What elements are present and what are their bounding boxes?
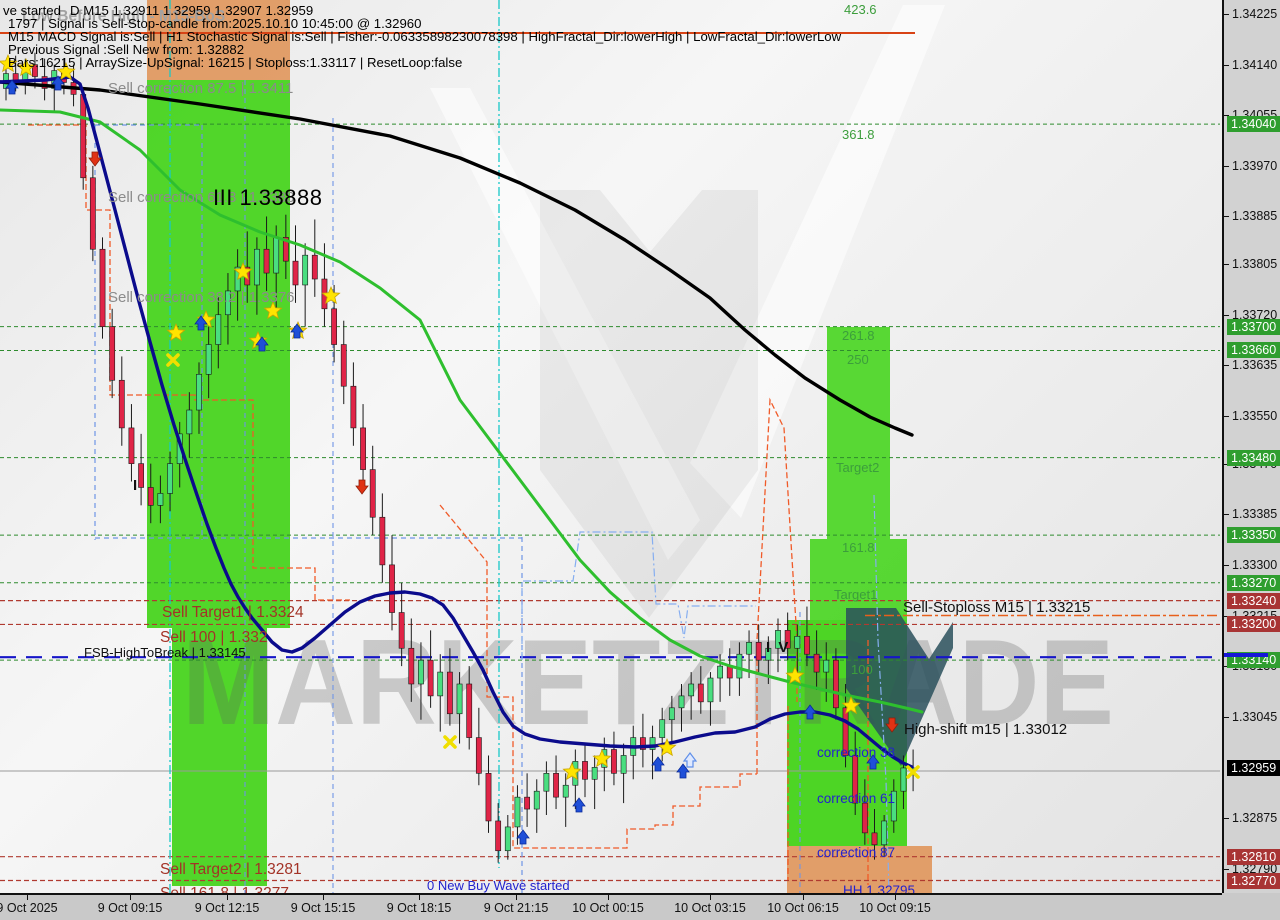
hh-price: HH 1.32795 bbox=[843, 884, 915, 893]
price-axis-label: 1.32875 bbox=[1232, 811, 1277, 825]
axis-corner bbox=[1222, 893, 1280, 920]
price-badge: 1.33240 bbox=[1227, 593, 1280, 609]
high-shift-m15: High-shift m15 | 1.33012 bbox=[904, 722, 1067, 739]
new-buy-wave: 0 New Buy Wave started bbox=[427, 879, 570, 893]
sell-target2: Sell Target2 | 1.3281 bbox=[160, 861, 302, 878]
price-axis-label: 1.33385 bbox=[1232, 507, 1277, 521]
price-axis-label: 1.33635 bbox=[1232, 358, 1277, 372]
roman-four: I V bbox=[766, 640, 790, 657]
roman-one: I bbox=[133, 478, 139, 495]
fsb-high-to-break: FSB-HighToBreak | 1.33145 bbox=[84, 646, 246, 660]
price-badge: 1.33700 bbox=[1227, 319, 1280, 335]
price-badge: 1.33660 bbox=[1227, 342, 1280, 358]
fsb-axis-marker bbox=[1224, 653, 1268, 657]
fib-4236: 423.6 bbox=[844, 3, 877, 17]
time-axis-label: 9 Oct 09:15 bbox=[98, 901, 163, 915]
up-arrow-icon bbox=[573, 798, 585, 812]
correction-61: correction 61 bbox=[817, 792, 895, 807]
fib-target2: Target2 bbox=[836, 461, 879, 475]
time-axis-label: 10 Oct 09:15 bbox=[859, 901, 931, 915]
sell-target1: Sell Target1 | 1.3324 bbox=[162, 604, 304, 621]
sell-correction-382: Sell correction 38.2 | 1.3376 bbox=[108, 290, 295, 307]
chart-plot-area[interactable]: MARKETZTRADE Low Before High - M15-BoS v… bbox=[0, 0, 1222, 893]
price-axis-label: 1.33885 bbox=[1232, 209, 1277, 223]
price-axis-label: 1.33045 bbox=[1232, 710, 1277, 724]
price-badge: 1.33200 bbox=[1227, 616, 1280, 632]
chart-canvas[interactable]: MARKETZTRADE bbox=[0, 0, 1222, 893]
fib-250: 250 bbox=[847, 353, 869, 367]
time-axis-label: 10 Oct 06:15 bbox=[767, 901, 839, 915]
fib-3618: 361.8 bbox=[842, 128, 875, 142]
time-axis-label: 9 Oct 21:15 bbox=[484, 901, 549, 915]
price-axis-label: 1.34140 bbox=[1232, 58, 1277, 72]
sell-100: Sell 100 | 1.332 bbox=[160, 629, 267, 646]
fib-100: 100 bbox=[851, 663, 873, 677]
price-badge: 1.32770 bbox=[1227, 873, 1280, 889]
fib-1618: 161.8 bbox=[842, 541, 875, 555]
correction-38: correction 38 bbox=[817, 746, 895, 761]
price-badge: 1.33350 bbox=[1227, 527, 1280, 543]
price-axis-label: 1.33970 bbox=[1232, 159, 1277, 173]
hollow-up-arrow-icon bbox=[684, 753, 696, 767]
time-axis-label: 9 Oct 2025 bbox=[0, 901, 58, 915]
fib-target1: Target1 bbox=[834, 588, 877, 602]
bars-line: Bars:16215 | ArraySize-UpSignal: 16215 |… bbox=[8, 55, 462, 70]
price-axis-label: 1.33300 bbox=[1232, 558, 1277, 572]
fib-2618: 261.8 bbox=[842, 329, 875, 343]
up-arrow-icon bbox=[517, 830, 529, 844]
price-badge: 1.33480 bbox=[1227, 450, 1280, 466]
time-axis-label: 9 Oct 18:15 bbox=[387, 901, 452, 915]
price-badge: 1.34040 bbox=[1227, 116, 1280, 132]
down-arrow-icon bbox=[356, 480, 368, 494]
price-axis-label: 1.34225 bbox=[1232, 7, 1277, 21]
price-axis-label: 1.33550 bbox=[1232, 409, 1277, 423]
price-badge: 1.32959 bbox=[1227, 760, 1280, 776]
sell-correction-875: Sell correction 87.5 | 1.3411 bbox=[108, 81, 293, 98]
time-axis-label: 10 Oct 00:15 bbox=[572, 901, 644, 915]
time-axis[interactable]: 9 Oct 2025 9 Oct 09:15 9 Oct 12:15 9 Oct 15… bbox=[0, 893, 1280, 920]
sell-stoploss-m15: Sell-Stoploss M15 | 1.33215 bbox=[903, 600, 1090, 617]
mt-chart-window: MARKETZTRADE Low Before High - M15-BoS v… bbox=[0, 0, 1280, 920]
price-badge: 1.33270 bbox=[1227, 575, 1280, 591]
time-axis-label: 9 Oct 15:15 bbox=[291, 901, 356, 915]
price-badge: 1.32810 bbox=[1227, 849, 1280, 865]
price-axis-label: 1.33805 bbox=[1232, 257, 1277, 271]
wave3-price: III 1.33888 bbox=[213, 186, 322, 210]
time-axis-label: 10 Oct 03:15 bbox=[674, 901, 746, 915]
price-axis[interactable]: 1.342251.341401.340551.339701.338851.338… bbox=[1222, 0, 1280, 893]
time-axis-label: 9 Oct 12:15 bbox=[195, 901, 260, 915]
correction-87: correction 87 bbox=[817, 846, 895, 861]
sell-1618: Sell 161.8 | 1.3277 bbox=[160, 885, 289, 893]
